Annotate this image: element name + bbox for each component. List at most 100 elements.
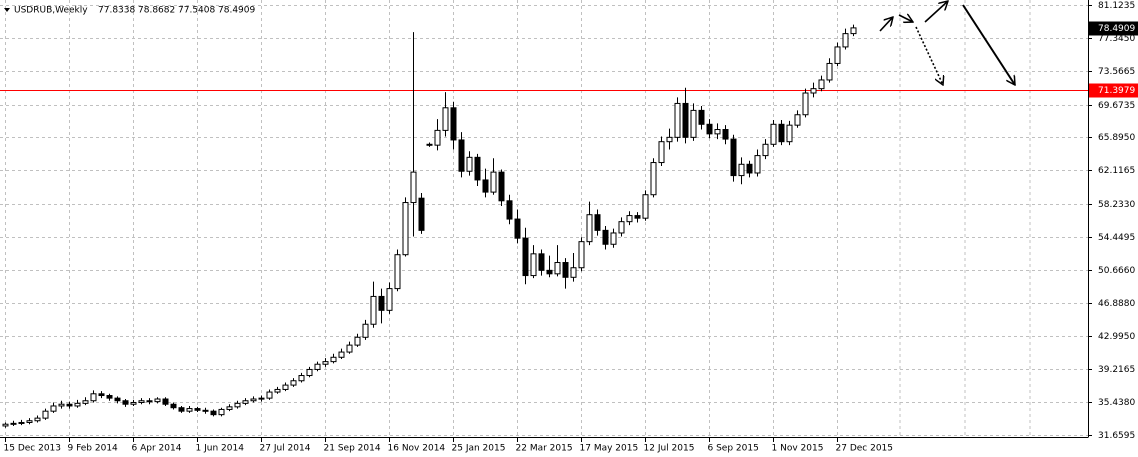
candle-body bbox=[282, 384, 289, 390]
candle-body bbox=[602, 229, 609, 245]
candle-body bbox=[154, 398, 161, 403]
x-tick-label: 22 Mar 2015 bbox=[516, 444, 573, 454]
candle-body bbox=[762, 143, 769, 157]
grid bbox=[0, 0, 1088, 437]
candle-body bbox=[698, 109, 705, 125]
y-tick-label: 35.4380 bbox=[1098, 398, 1135, 408]
candle-body bbox=[234, 402, 241, 408]
candle-body bbox=[714, 129, 721, 135]
arrow bbox=[924, 1, 948, 23]
candle-body bbox=[202, 409, 209, 412]
candle-body bbox=[210, 410, 217, 416]
candle-body bbox=[506, 200, 513, 220]
candle-body bbox=[58, 403, 65, 407]
y-tick-label: 62.1165 bbox=[1098, 166, 1135, 176]
candle-body bbox=[458, 139, 465, 172]
candle-body bbox=[546, 269, 553, 275]
candle-body bbox=[770, 123, 777, 145]
candle-body bbox=[186, 408, 193, 412]
ohlc-close: 78.4909 bbox=[218, 6, 255, 16]
candle-body bbox=[778, 123, 785, 143]
candle-body bbox=[74, 402, 81, 407]
candle-body bbox=[274, 388, 281, 393]
candle-body bbox=[90, 393, 97, 402]
x-tick-label: 15 Dec 2013 bbox=[4, 444, 62, 454]
candle-body bbox=[746, 163, 753, 174]
arrow bbox=[915, 26, 943, 85]
candle-body bbox=[530, 253, 537, 277]
candle-body bbox=[626, 215, 633, 223]
y-tick-label: 42.9950 bbox=[1098, 332, 1135, 342]
candle-body bbox=[834, 46, 841, 64]
x-tick-label: 25 Jan 2015 bbox=[452, 444, 506, 454]
candle-body bbox=[258, 397, 265, 400]
candle-body bbox=[666, 136, 673, 143]
candle-body bbox=[170, 403, 177, 409]
y-tick-label: 81.1235 bbox=[1098, 1, 1135, 11]
candle-body bbox=[194, 408, 201, 411]
ohlc-open: 77.8338 bbox=[98, 6, 135, 16]
candle-body bbox=[298, 375, 305, 382]
ohlc-high: 78.8682 bbox=[138, 6, 175, 16]
candle-body bbox=[642, 194, 649, 219]
candle-body bbox=[466, 156, 473, 172]
y-tick-label: 39.2165 bbox=[1098, 365, 1135, 375]
candle-body bbox=[474, 156, 481, 181]
candle-body bbox=[338, 351, 345, 358]
candle-body bbox=[842, 33, 849, 48]
x-tick-label: 6 Sep 2015 bbox=[708, 444, 759, 454]
plot bbox=[0, 24, 1088, 428]
candle-body bbox=[850, 27, 857, 35]
y-tick-label: 65.8950 bbox=[1098, 133, 1135, 143]
y-tick-label: 77.3450 bbox=[1098, 34, 1135, 44]
candle-body bbox=[522, 237, 529, 277]
candle-body bbox=[418, 197, 425, 231]
candle-body bbox=[610, 232, 617, 245]
candle-body bbox=[562, 262, 569, 278]
candle-body bbox=[346, 344, 353, 353]
candle-body bbox=[434, 129, 441, 146]
candle-body bbox=[538, 253, 545, 271]
candle-body bbox=[162, 398, 169, 405]
candle-body bbox=[362, 323, 369, 338]
candle-body bbox=[306, 368, 313, 377]
candle-body bbox=[570, 267, 577, 278]
candle-body bbox=[386, 288, 393, 311]
candle-body bbox=[650, 162, 657, 196]
x-tick-label: 27 Jul 2014 bbox=[260, 444, 311, 454]
candle-body bbox=[682, 102, 689, 138]
candle-body bbox=[818, 79, 825, 90]
candle-body bbox=[658, 141, 665, 164]
ohlc-low: 77.5408 bbox=[178, 6, 215, 16]
price-label: 71.3979 bbox=[1098, 86, 1135, 96]
candle-body bbox=[290, 380, 297, 386]
candle-body bbox=[586, 214, 593, 243]
candle-body bbox=[410, 171, 417, 204]
candle-body bbox=[498, 171, 505, 202]
candle-body bbox=[266, 391, 273, 399]
y-tick-label: 73.5665 bbox=[1098, 67, 1135, 77]
candle-body bbox=[490, 171, 497, 193]
candle-body bbox=[106, 395, 113, 399]
candle-body bbox=[578, 241, 585, 269]
candle-body bbox=[794, 114, 801, 126]
candle-body bbox=[130, 401, 137, 405]
x-tick-label: 12 Jul 2015 bbox=[644, 444, 695, 454]
candle-body bbox=[354, 336, 361, 346]
candle-body bbox=[754, 155, 761, 174]
candle-body bbox=[402, 202, 409, 256]
chart-title: USDRUB,Weekly bbox=[14, 6, 88, 16]
collapse-icon bbox=[4, 8, 10, 12]
y-tick-label: 50.6660 bbox=[1098, 266, 1135, 276]
annotation-arrows bbox=[879, 1, 1015, 85]
candle-body bbox=[98, 393, 105, 397]
candle-body bbox=[122, 400, 129, 405]
candle-body bbox=[146, 400, 153, 403]
candle-body bbox=[370, 295, 377, 325]
x-tick-label: 17 May 2015 bbox=[580, 444, 639, 454]
candle-body bbox=[42, 410, 49, 419]
candle-body bbox=[250, 398, 257, 402]
candle-body bbox=[26, 420, 33, 423]
